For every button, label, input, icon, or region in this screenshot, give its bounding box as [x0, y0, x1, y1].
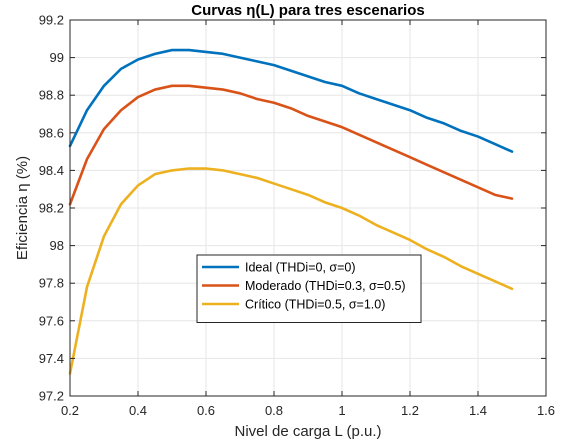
y-tick-label: 98.2 — [39, 201, 64, 216]
y-tick-label: 99.2 — [39, 13, 64, 28]
x-tick-label: 0.2 — [61, 403, 79, 418]
x-tick-label: 1.2 — [401, 403, 419, 418]
series-line-3 — [68, 167, 514, 375]
x-tick-label: 0.6 — [197, 403, 215, 418]
y-tick-label: 97.2 — [39, 389, 64, 404]
x-axis-label: Nivel de carga L (p.u.) — [234, 423, 381, 440]
chart-title: Curvas η(L) para tres escenarios — [191, 2, 424, 19]
legend-label: Moderado (THDi=0.3, σ=0.5) — [245, 279, 406, 293]
axis-ticks: 0.2 0.4 0.6 0.8 1 1.2 1.4 1.6 97.2 97.4 97.6 97.8 98… — [39, 13, 555, 419]
x-tick-label: 0.8 — [265, 403, 283, 418]
y-tick-label: 97.6 — [39, 313, 64, 328]
y-tick-label: 98 — [50, 238, 64, 253]
legend-label: Ideal (THDi=0, σ=0) — [245, 261, 356, 275]
legend: Ideal (THDi=0, σ=0) Moderado (THDi=0.3, σ… — [196, 254, 422, 323]
x-tick-label: 1.6 — [537, 403, 555, 418]
y-tick-label: 98.6 — [39, 125, 64, 140]
series-line-1 — [68, 48, 514, 153]
legend-label: Crítico (THDi=0.5, σ=1.0) — [245, 298, 385, 312]
series-layer — [68, 48, 514, 375]
y-tick-label: 99 — [50, 50, 64, 65]
y-tick-label: 98.8 — [39, 88, 64, 103]
y-tick-label: 98.4 — [39, 163, 64, 178]
series-line-2 — [68, 84, 514, 206]
x-tick-label: 0.4 — [129, 403, 147, 418]
x-tick-label: 1 — [338, 403, 345, 418]
x-tick-label: 1.4 — [469, 403, 487, 418]
y-tick-label: 97.8 — [39, 276, 64, 291]
y-axis-label: Eficiencia η (%) — [14, 156, 31, 260]
y-tick-label: 97.4 — [39, 351, 64, 366]
